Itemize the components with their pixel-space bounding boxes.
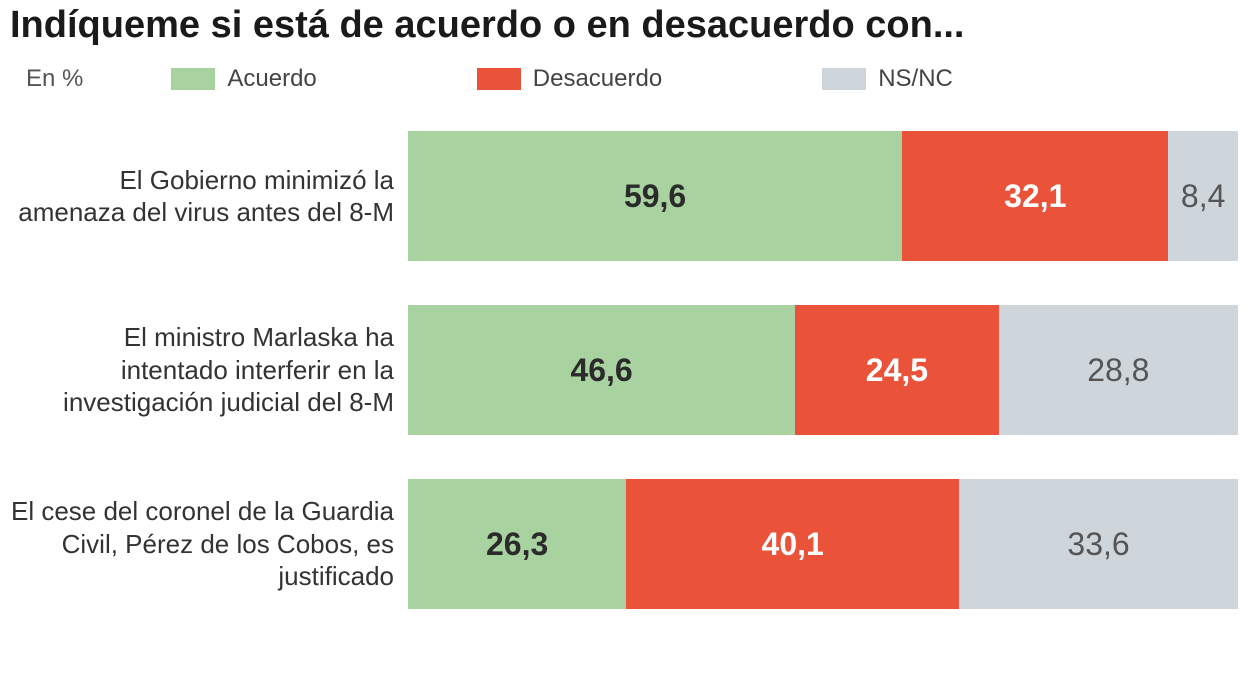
segment-nsnc: 33,6 — [959, 479, 1238, 609]
stacked-bar: 59,6 32,1 8,4 — [408, 131, 1238, 261]
legend-swatch-agree — [171, 68, 215, 90]
segment-disagree: 24,5 — [795, 305, 999, 435]
legend-item-nsnc: NS/NC — [822, 65, 953, 93]
row-label: El cese del coronel de la Guardia Civil,… — [10, 495, 408, 593]
legend-item-disagree: Desacuerdo — [477, 65, 662, 93]
segment-agree: 59,6 — [408, 131, 902, 261]
legend: En % Acuerdo Desacuerdo NS/NC — [10, 65, 1238, 93]
segment-agree: 46,6 — [408, 305, 795, 435]
legend-label-nsnc: NS/NC — [878, 65, 953, 93]
stacked-bar: 26,3 40,1 33,6 — [408, 479, 1238, 609]
segment-disagree: 32,1 — [902, 131, 1168, 261]
legend-item-agree: Acuerdo — [171, 65, 316, 93]
legend-swatch-nsnc — [822, 68, 866, 90]
segment-nsnc: 28,8 — [999, 305, 1238, 435]
chart-title: Indíqueme si está de acuerdo o en desacu… — [10, 4, 1238, 47]
unit-label: En % — [26, 65, 83, 93]
legend-label-agree: Acuerdo — [227, 65, 316, 93]
bar-row: El cese del coronel de la Guardia Civil,… — [10, 479, 1238, 609]
row-label: El Gobierno minimizó la amenaza del viru… — [10, 164, 408, 229]
segment-nsnc: 8,4 — [1168, 131, 1238, 261]
bar-row: El Gobierno minimizó la amenaza del viru… — [10, 131, 1238, 261]
row-label: El ministro Marlaska ha intentado interf… — [10, 321, 408, 419]
segment-disagree: 40,1 — [626, 479, 959, 609]
segment-agree: 26,3 — [408, 479, 626, 609]
legend-swatch-disagree — [477, 68, 521, 90]
bar-row: El ministro Marlaska ha intentado interf… — [10, 305, 1238, 435]
legend-label-disagree: Desacuerdo — [533, 65, 662, 93]
stacked-bar: 46,6 24,5 28,8 — [408, 305, 1238, 435]
chart-area: El Gobierno minimizó la amenaza del viru… — [10, 131, 1238, 609]
